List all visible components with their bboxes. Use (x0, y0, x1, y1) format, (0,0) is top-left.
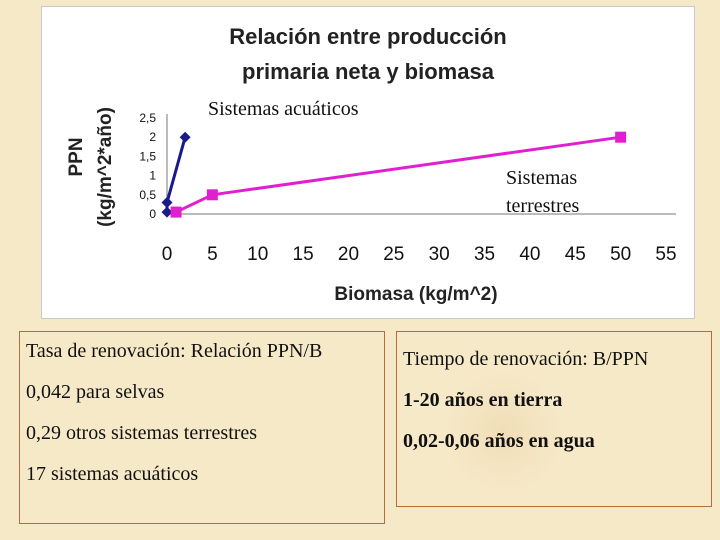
x-tick-label: 0 (162, 244, 173, 265)
annotation-aquatic: Sistemas acuáticos (208, 98, 359, 120)
series-layer (161, 131, 627, 218)
x-tick-label: 50 (610, 244, 631, 265)
y-axis-subtitle: (kg/m^2*año) (95, 107, 116, 227)
x-tick-label: 30 (429, 244, 450, 265)
data-point-square (170, 206, 182, 218)
y-axis-title: PPN (66, 137, 87, 176)
y-tick-label: 1 (149, 169, 156, 183)
turnover-rate-box: Tasa de renovación: Relación PPN/B 0,042… (19, 331, 385, 524)
x-tick-label: 45 (565, 244, 586, 265)
y-axis-ticks: 0 0,5 1 1,5 2 2,5 (139, 111, 156, 221)
turnover-time-line: 1-20 años en tierra (403, 389, 563, 411)
data-point-diamond (161, 196, 173, 208)
turnover-rate-line: 0,042 para selvas (26, 381, 165, 403)
data-point-diamond (179, 131, 191, 143)
y-tick-label: 0 (149, 207, 156, 221)
x-tick-label: 35 (474, 244, 495, 265)
y-tick-label: 0,5 (139, 188, 156, 202)
x-tick-label: 10 (247, 244, 268, 265)
chart-title-line-2: primaria neta y biomasa (242, 59, 495, 84)
x-tick-label: 5 (207, 244, 218, 265)
annotation-terrestrial-line-2: terrestres (506, 195, 580, 217)
y-tick-label: 2 (149, 130, 156, 144)
turnover-time-box: Tiempo de renovación: B/PPN 1-20 años en… (396, 331, 712, 507)
y-tick-label: 1,5 (139, 149, 156, 163)
x-tick-label: 20 (338, 244, 359, 265)
data-point-square (615, 131, 627, 143)
chart: Relación entre producción primaria neta … (66, 24, 677, 305)
turnover-rate-heading: Tasa de renovación: Relación PPN/B (26, 340, 323, 362)
x-tick-label: 25 (383, 244, 404, 265)
y-tick-label: 2,5 (139, 111, 156, 125)
data-point-square (206, 189, 218, 201)
x-axis-title: Biomasa (kg/m^2) (334, 284, 497, 305)
annotation-terrestrial-line-1: Sistemas (506, 167, 577, 189)
chart-panel: Relación entre producción primaria neta … (41, 6, 695, 319)
x-axis-ticks: 0 5 10 15 20 25 30 35 40 45 50 55 (162, 244, 677, 265)
turnover-time-heading: Tiempo de renovación: B/PPN (403, 348, 649, 370)
x-tick-label: 15 (293, 244, 314, 265)
data-point-diamond (161, 206, 173, 218)
turnover-rate-line: 0,29 otros sistemas terrestres (26, 422, 258, 444)
turnover-time-line: 0,02-0,06 años en agua (403, 430, 595, 452)
turnover-rate-line: 17 sistemas acuáticos (26, 463, 199, 485)
chart-title-line-1: Relación entre producción (229, 24, 507, 49)
x-tick-label: 40 (519, 244, 540, 265)
x-tick-label: 55 (655, 244, 676, 265)
